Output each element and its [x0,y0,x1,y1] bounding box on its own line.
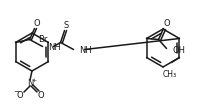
Text: O: O [33,19,40,28]
Text: NH: NH [79,46,92,55]
Text: O: O [162,19,169,28]
Text: N: N [27,78,33,88]
Text: NH: NH [48,43,61,52]
Text: CH₃: CH₃ [162,70,176,78]
Text: +: + [31,77,36,83]
Text: OH: OH [172,46,185,55]
Text: O: O [38,90,44,100]
Text: Br: Br [38,35,47,44]
Text: O: O [17,90,23,100]
Text: S: S [64,21,69,30]
Text: −: − [13,89,19,95]
